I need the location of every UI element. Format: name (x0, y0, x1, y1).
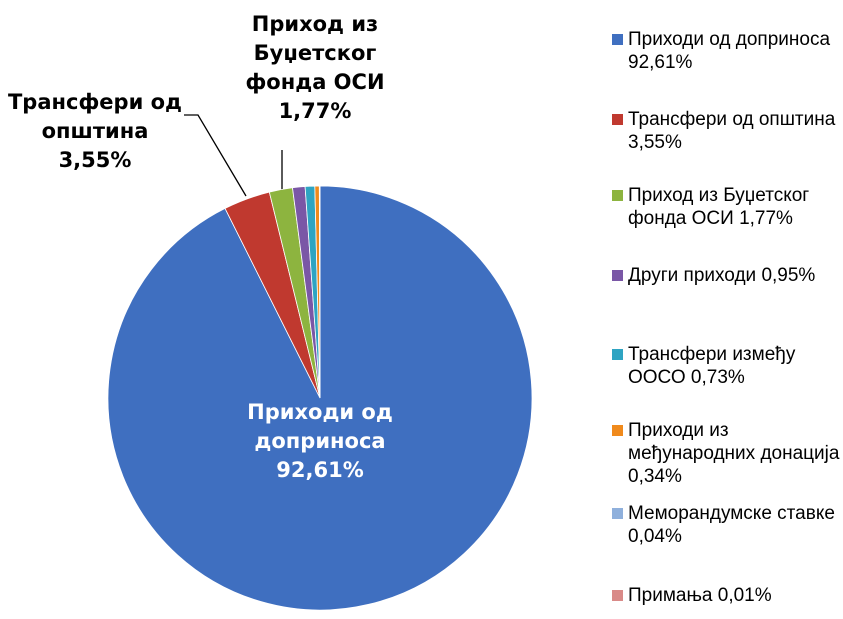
data-label-value: 92,61% (276, 458, 364, 482)
legend-name: Приход из Буџетског фонда ОСИ (628, 185, 810, 229)
leader-line (184, 114, 247, 197)
legend-item: Трансфери од општина 3,55% (612, 108, 843, 154)
legend-name: Други приходи (628, 265, 757, 286)
data-label-value: 1,77% (278, 99, 352, 123)
legend-swatch (612, 114, 623, 125)
legend-swatch (612, 508, 623, 519)
data-label-value: 3,55% (58, 148, 132, 172)
legend-item: Приход из Буџетског фонда ОСИ 1,77% (612, 184, 843, 230)
data-label: Трансфери од општина 3,55% (0, 88, 190, 175)
legend-value: 0,34% (628, 466, 682, 487)
legend-item: Меморандумске ставке 0,04% (612, 502, 843, 548)
data-label-name: Трансфери од општина (7, 90, 182, 143)
legend-value: 0,73% (690, 367, 745, 388)
legend-value: 0,95% (761, 265, 816, 286)
data-label-name: Приход из Буџетског фонда ОСИ (245, 12, 385, 94)
data-label: Приходи од доприноса 92,61% (225, 398, 415, 485)
legend-swatch (612, 190, 623, 201)
data-label-name: Приходи од доприноса (247, 400, 393, 453)
legend-item: Приходи од доприноса 92,61% (612, 28, 843, 74)
legend-swatch (612, 590, 623, 601)
legend-name: Примања (628, 585, 713, 606)
legend-item: Приходи из међународних донација 0,34% (612, 419, 843, 488)
legend-value: 1,77% (739, 208, 793, 229)
legend-swatch (612, 34, 623, 45)
legend-value: 92,61% (628, 52, 693, 73)
legend-name: Трансфери између ООСО (628, 344, 796, 388)
legend-name: Меморандумске ставке (628, 503, 835, 524)
legend-swatch (612, 349, 623, 360)
legend-item: Примања 0,01% (612, 584, 843, 607)
legend-item: Трансфери између ООСО 0,73% (612, 343, 843, 389)
legend-name: Приходи од доприноса (628, 29, 831, 50)
legend-swatch (612, 270, 623, 281)
legend-value: 3,55% (628, 132, 682, 153)
legend-value: 0,04% (628, 526, 682, 547)
legend-name: Приходи из међународних донација (628, 420, 840, 464)
legend-value: 0,01% (717, 585, 772, 606)
legend-swatch (612, 425, 623, 436)
data-label: Приход из Буџетског фонда ОСИ 1,77% (220, 10, 410, 126)
legend-item: Други приходи 0,95% (612, 264, 843, 287)
legend-name: Трансфери од општина (628, 109, 836, 130)
